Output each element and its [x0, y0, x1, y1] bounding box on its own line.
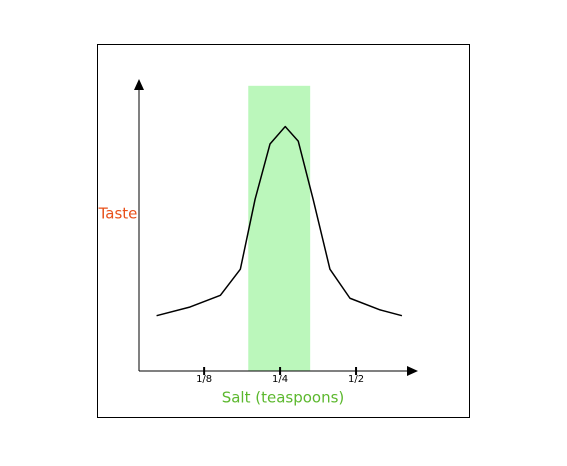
y-arrow	[134, 79, 144, 90]
x-tick-label: 1/2	[348, 374, 364, 385]
x-tick-label: 1/4	[272, 374, 288, 385]
curve	[156, 125, 403, 317]
x-label: Salt (teaspoons)	[222, 389, 345, 407]
y-label: Taste	[98, 205, 138, 223]
x-tick-label: 1/8	[196, 374, 212, 385]
highlight-band	[248, 85, 311, 371]
x-arrow	[407, 366, 418, 376]
